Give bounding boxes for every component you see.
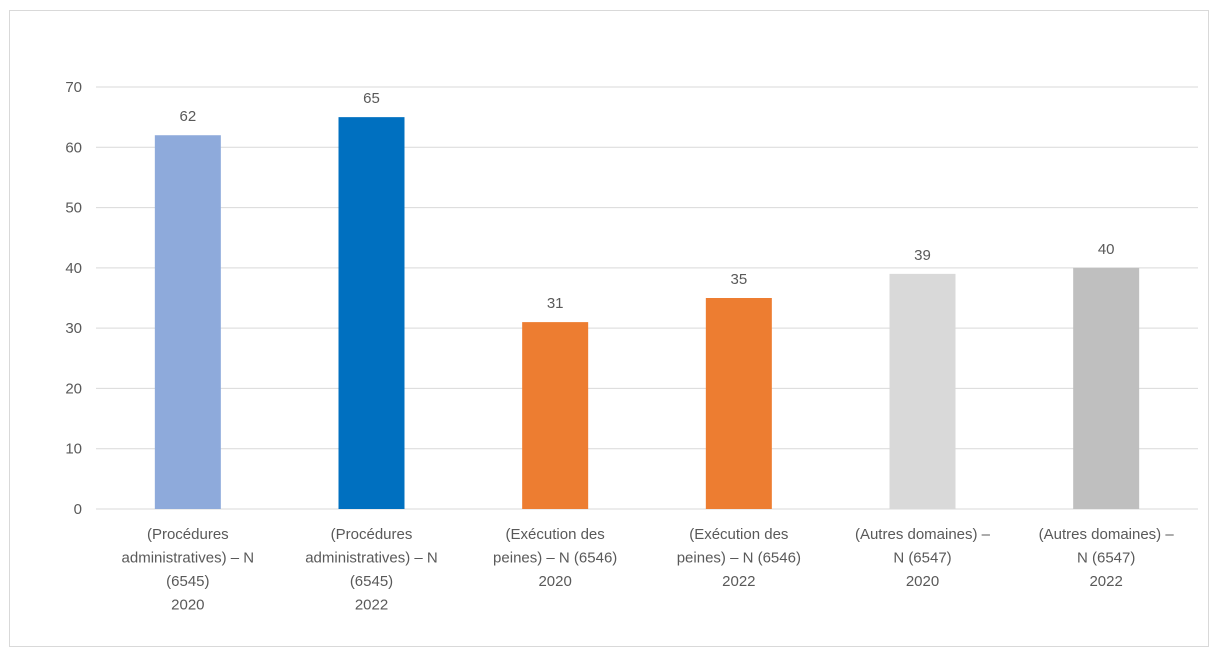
x-tick-label: (6545) [350, 573, 393, 590]
data-label: 62 [179, 108, 196, 125]
bar [522, 322, 589, 509]
x-tick-label: peines) – N (6546) [677, 550, 801, 567]
x-tick-label: (Procédures [147, 526, 229, 543]
x-tick-label: administratives) – N [122, 550, 255, 567]
x-tick-label: (Exécution des [689, 526, 788, 543]
y-tick-label: 60 [65, 139, 82, 156]
x-tick-label: 2022 [355, 597, 388, 614]
x-tick-label: (Procédures [331, 526, 413, 543]
y-tick-label: 10 [65, 441, 82, 458]
bar [1073, 267, 1140, 509]
x-tick-label: 2022 [722, 573, 755, 590]
bar [338, 117, 405, 510]
chart-frame: 0 10 20 30 40 50 60 70 62 (Procédures administrati… [9, 10, 1209, 647]
data-label: 39 [914, 247, 931, 264]
x-tick-label: (6545) [166, 573, 209, 590]
x-tick-label: (Autres domaines) – [1039, 526, 1175, 543]
bar [154, 135, 221, 509]
x-tick-label: (Exécution des [506, 526, 605, 543]
y-tick-label: 30 [65, 320, 82, 337]
x-tick-label: administratives) – N [305, 550, 438, 567]
x-tick-label: (Autres domaines) – [855, 526, 991, 543]
x-tick-label: N (6547) [893, 550, 951, 567]
y-tick-label: 50 [65, 200, 82, 217]
x-tick-label: N (6547) [1077, 550, 1135, 567]
x-tick-label: 2020 [538, 573, 571, 590]
x-tick-label: peines) – N (6546) [493, 550, 617, 567]
bar [705, 298, 772, 509]
y-tick-label: 70 [65, 79, 82, 96]
x-tick-label: 2022 [1089, 573, 1122, 590]
bar-chart: 0 10 20 30 40 50 60 70 62 (Procédures administrati… [65, 79, 1198, 614]
y-tick-label: 20 [65, 380, 82, 397]
data-label: 31 [547, 295, 564, 312]
bar [889, 273, 956, 509]
data-label: 65 [363, 90, 380, 107]
y-tick-label: 40 [65, 260, 82, 277]
data-label: 35 [730, 271, 747, 288]
y-tick-label: 0 [74, 501, 82, 518]
x-tick-label: 2020 [171, 597, 204, 614]
x-tick-label: 2020 [906, 573, 939, 590]
data-label: 40 [1098, 241, 1115, 258]
